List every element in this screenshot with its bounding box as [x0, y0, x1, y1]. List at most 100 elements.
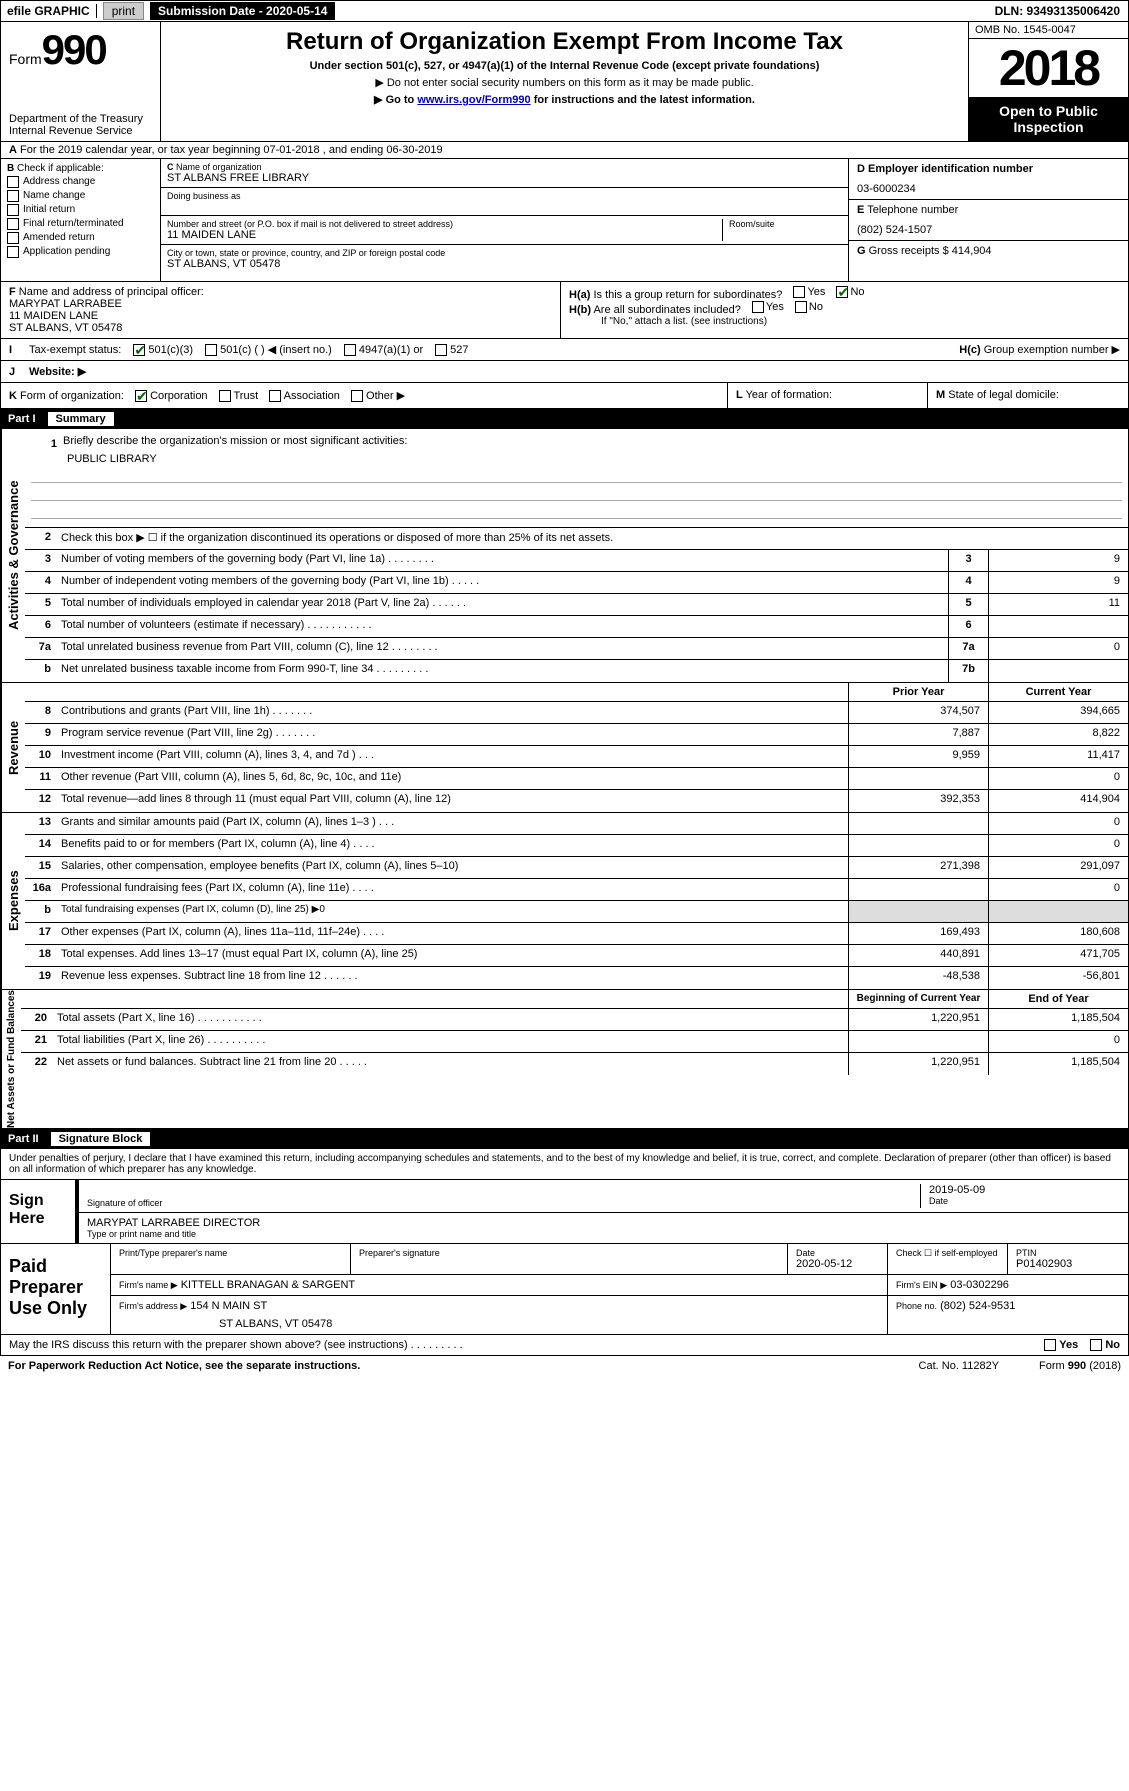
- l16b-prior: [848, 901, 988, 922]
- discuss-no[interactable]: No: [1090, 1339, 1120, 1351]
- ha-yes[interactable]: Yes: [793, 286, 825, 298]
- l22-text: Net assets or fund balances. Subtract li…: [53, 1053, 848, 1075]
- chk-address-change[interactable]: Address change: [7, 176, 154, 188]
- dba-lbl: Doing business as: [167, 191, 241, 212]
- form-label: Form: [9, 51, 42, 67]
- l20-text: Total assets (Part X, line 16) . . . . .…: [53, 1009, 848, 1030]
- sig-name: MARYPAT LARRABEE DIRECTOR: [87, 1217, 260, 1229]
- l19-prior: -48,538: [848, 967, 988, 989]
- gross-lbl: Gross receipts $: [869, 245, 949, 257]
- l20-prior: 1,220,951: [848, 1009, 988, 1030]
- chk-trust[interactable]: Trust: [219, 390, 259, 402]
- firm-phone-lbl: Phone no.: [896, 1301, 937, 1311]
- l21-curr: 0: [988, 1031, 1128, 1052]
- line6-val: [988, 616, 1128, 637]
- dept-label: Department of the Treasury: [9, 113, 152, 125]
- l22-num: 22: [21, 1053, 53, 1075]
- officer-lbl: Name and address of principal officer:: [19, 286, 204, 298]
- part1-label: Part I: [8, 413, 36, 425]
- l12-curr: 414,904: [988, 790, 1128, 812]
- irs-label: Internal Revenue Service: [9, 125, 152, 137]
- hc-lbl: Group exemption number ▶: [984, 344, 1120, 356]
- chk-501c3[interactable]: 501(c)(3): [133, 344, 193, 356]
- prep-sig-lbl: Preparer's signature: [351, 1244, 788, 1274]
- discuss-row: May the IRS discuss this return with the…: [0, 1335, 1129, 1356]
- kform-row: K Form of organization: Corporation Trus…: [0, 383, 1129, 409]
- line4-box: 4: [948, 572, 988, 593]
- no-lbl: No: [850, 286, 864, 298]
- chk-4947[interactable]: 4947(a)(1) or: [344, 344, 423, 356]
- line7b-text: Net unrelated business taxable income fr…: [57, 660, 948, 682]
- chk-501c[interactable]: 501(c) ( ) ◀ (insert no.): [205, 343, 332, 356]
- l8-num: 8: [25, 702, 57, 723]
- firm-addr: 154 N MAIN ST: [190, 1300, 267, 1312]
- signature-block: Under penalties of perjury, I declare th…: [0, 1149, 1129, 1244]
- chk-amended[interactable]: Amended return: [7, 232, 154, 244]
- l11-num: 11: [25, 768, 57, 789]
- gross-value: 414,904: [952, 245, 992, 257]
- discuss-yes[interactable]: Yes: [1044, 1339, 1078, 1351]
- ha-no[interactable]: No: [836, 286, 864, 298]
- l12-num: 12: [25, 790, 57, 812]
- chk-527[interactable]: 527: [435, 344, 468, 356]
- firm-phone: (802) 524-9531: [940, 1300, 1015, 1312]
- sig-name-lbl: Type or print name and title: [87, 1229, 260, 1239]
- l18-prior: 440,891: [848, 945, 988, 966]
- l21-prior: [848, 1031, 988, 1052]
- taxexempt-lbl: Tax-exempt status:: [29, 344, 121, 356]
- section-a-taxyear: A For the 2019 calendar year, or tax yea…: [0, 142, 1129, 159]
- vlabel-netassets: Net Assets or Fund Balances: [1, 990, 21, 1128]
- line7a-text: Total unrelated business revenue from Pa…: [57, 638, 948, 659]
- col-end: End of Year: [988, 990, 1128, 1008]
- firm-ein-lbl: Firm's EIN ▶: [896, 1280, 947, 1290]
- chk-corp[interactable]: Corporation: [135, 390, 208, 402]
- dln-number: DLN: 93493135006420: [987, 4, 1128, 18]
- state-domicile-lbl: State of legal domicile:: [948, 389, 1059, 401]
- bottom-row: For Paperwork Reduction Act Notice, see …: [0, 1356, 1129, 1376]
- chk-other[interactable]: Other ▶: [351, 390, 405, 402]
- open-public-badge: Open to Public Inspection: [969, 97, 1128, 141]
- kform-lbl: Form of organization:: [20, 390, 124, 402]
- l16b-text: Total fundraising expenses (Part IX, col…: [57, 901, 848, 922]
- l22-curr: 1,185,504: [988, 1053, 1128, 1075]
- mission-lbl: Briefly describe the organization's miss…: [63, 435, 407, 453]
- hb-yes[interactable]: Yes: [752, 301, 784, 313]
- l16b-num: b: [25, 901, 57, 922]
- ptin-val: P01402903: [1016, 1258, 1120, 1270]
- chk-lbl-4: Amended return: [23, 232, 95, 243]
- form-ref-num: 990: [1068, 1360, 1086, 1372]
- l9-num: 9: [25, 724, 57, 745]
- l9-curr: 8,822: [988, 724, 1128, 745]
- l21-text: Total liabilities (Part X, line 26) . . …: [53, 1031, 848, 1052]
- 527-lbl: 527: [450, 344, 468, 356]
- irs-link[interactable]: www.irs.gov/Form990: [417, 94, 530, 106]
- chk-app-pending[interactable]: Application pending: [7, 246, 154, 258]
- l8-prior: 374,507: [848, 702, 988, 723]
- 501c-lbl: 501(c) ( ) ◀ (insert no.): [220, 344, 332, 356]
- chk-assoc[interactable]: Association: [269, 390, 340, 402]
- chk-lbl-0: Address change: [23, 176, 95, 187]
- l14-text: Benefits paid to or for members (Part IX…: [57, 835, 848, 856]
- mission-value: PUBLIC LIBRARY: [67, 453, 1122, 465]
- other-lbl: Other ▶: [366, 390, 405, 402]
- year-formation-lbl: Year of formation:: [746, 389, 832, 401]
- print-button[interactable]: print: [103, 2, 144, 20]
- l16a-text: Professional fundraising fees (Part IX, …: [57, 879, 848, 900]
- ha-lbl: Is this a group return for subordinates?: [593, 289, 782, 301]
- chk-name-change[interactable]: Name change: [7, 190, 154, 202]
- chk-final-return[interactable]: Final return/terminated: [7, 218, 154, 230]
- officer-addr1: 11 MAIDEN LANE: [9, 310, 552, 322]
- org-city: ST ALBANS, VT 05478: [167, 258, 445, 270]
- chk-initial-return[interactable]: Initial return: [7, 204, 154, 216]
- vlabel-governance: Activities & Governance: [1, 429, 25, 682]
- l16a-curr: 0: [988, 879, 1128, 900]
- phone-lbl: Telephone number: [867, 204, 958, 216]
- line7b-val: [988, 660, 1128, 682]
- l17-prior: 169,493: [848, 923, 988, 944]
- officer-addr2: ST ALBANS, VT 05478: [9, 322, 552, 334]
- l12-text: Total revenue—add lines 8 through 11 (mu…: [57, 790, 848, 812]
- l18-num: 18: [25, 945, 57, 966]
- hb-no[interactable]: No: [795, 301, 823, 313]
- chk-lbl-1: Name change: [23, 190, 85, 201]
- vlabel-expenses: Expenses: [1, 813, 25, 989]
